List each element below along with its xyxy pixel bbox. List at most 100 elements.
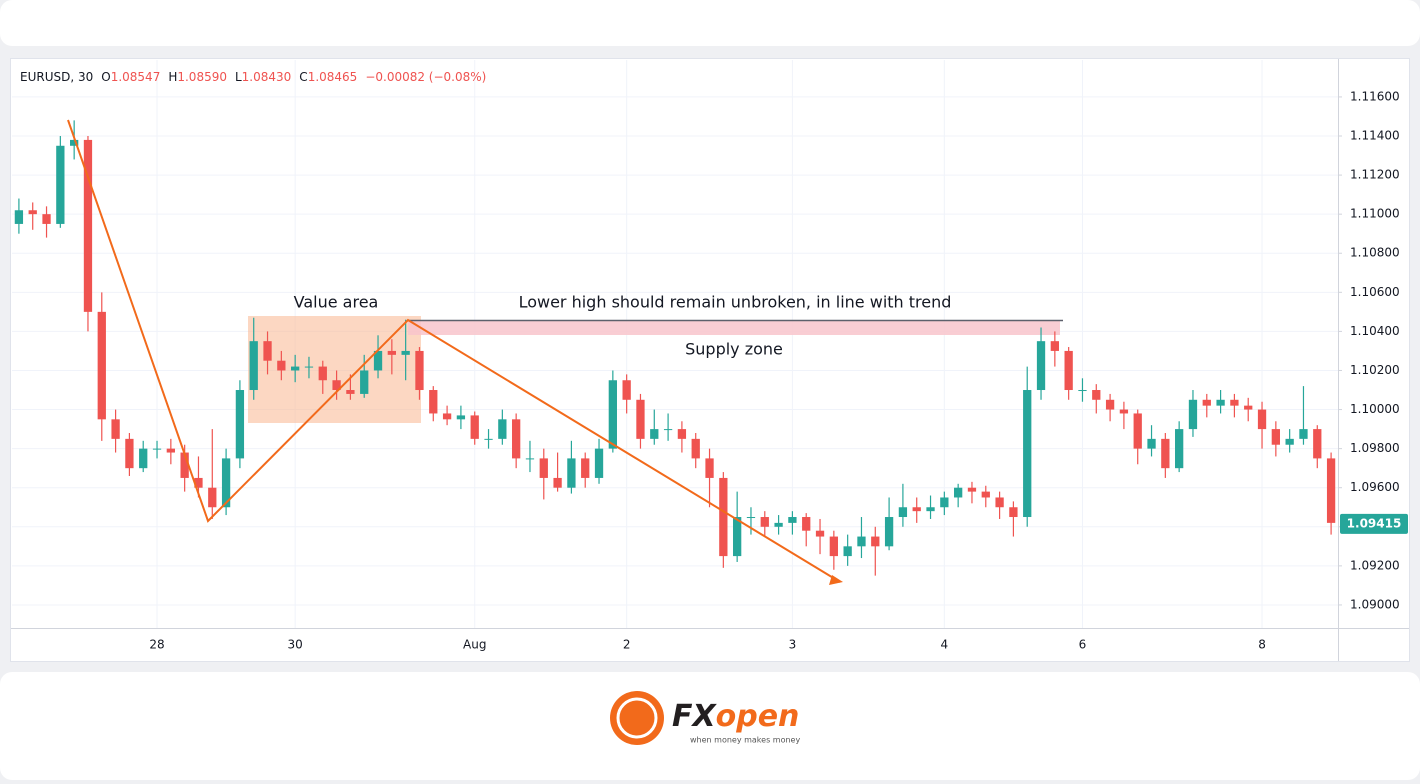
candle-body xyxy=(774,522,783,527)
brand-open: open xyxy=(716,699,800,734)
candle-body xyxy=(1299,429,1308,439)
candle-body xyxy=(1050,341,1059,351)
annotation: Lower high should remain unbroken, in li… xyxy=(519,293,952,312)
x-tick-label: 8 xyxy=(1258,638,1266,652)
candle-body xyxy=(1064,350,1073,391)
candle-body xyxy=(152,448,162,450)
header-label: EURUSD, 30 xyxy=(20,70,93,84)
header-value: 1.08590 xyxy=(177,70,227,84)
y-tick-label: 1.11200 xyxy=(1350,168,1400,182)
candle-body xyxy=(857,536,866,547)
header-value: 1.08430 xyxy=(242,70,292,84)
candle-body xyxy=(180,452,189,478)
x-tick-label: 6 xyxy=(1079,638,1087,652)
y-tick-label: 1.09200 xyxy=(1350,558,1400,572)
candle-body xyxy=(291,366,300,371)
candle-body xyxy=(470,415,479,439)
candle-body xyxy=(1009,507,1018,518)
candle-body xyxy=(525,458,535,460)
candle-body xyxy=(373,350,383,371)
logo-mark-ring xyxy=(616,697,658,739)
annotation: Value area xyxy=(294,293,379,312)
candle-body xyxy=(802,517,811,531)
y-tick-label: 1.09000 xyxy=(1350,597,1400,611)
y-tick-label: 1.09800 xyxy=(1350,441,1400,455)
zigzag-arrow xyxy=(829,575,843,585)
candle-body xyxy=(498,419,507,439)
candle-body xyxy=(277,360,286,371)
candle-body xyxy=(733,517,742,557)
candle-body xyxy=(56,145,65,224)
brand-fx: FX xyxy=(672,699,717,734)
candle-body xyxy=(1188,399,1198,430)
candle-body xyxy=(111,419,120,439)
candle-body xyxy=(83,139,93,312)
x-tick-label: 30 xyxy=(288,638,303,652)
x-tick-label: Aug xyxy=(463,638,486,652)
candle-body xyxy=(871,536,880,547)
candle-body xyxy=(1216,399,1225,406)
grid xyxy=(12,60,1338,628)
candle-body xyxy=(194,477,203,488)
candle-body xyxy=(304,366,314,368)
candle-body xyxy=(387,350,396,355)
candle-body xyxy=(484,438,493,440)
candle-body xyxy=(1285,438,1294,445)
header-label: H xyxy=(168,70,177,84)
y-tick-label: 1.10200 xyxy=(1350,363,1400,377)
candle-body xyxy=(760,517,769,527)
candle-body xyxy=(442,413,452,420)
candle-body xyxy=(14,210,24,224)
candle-body xyxy=(1133,413,1142,449)
x-tick-label: 28 xyxy=(149,638,164,652)
chart-header: EURUSD, 30 O1.08547 H1.08590 L1.08430 C1.084… xyxy=(20,70,486,84)
candle-body xyxy=(677,429,687,439)
last-price-tag xyxy=(1340,513,1408,534)
candle-body xyxy=(1175,429,1184,469)
candle-body xyxy=(926,507,935,512)
candle-body xyxy=(691,438,700,459)
y-tick-label: 1.11400 xyxy=(1350,129,1400,143)
candle-body xyxy=(166,448,175,453)
candle-body xyxy=(332,380,341,391)
candle-body xyxy=(981,491,990,498)
annotation: Supply zone xyxy=(685,340,783,359)
candle-body xyxy=(1023,390,1032,518)
candle-body xyxy=(636,399,645,439)
candle-body xyxy=(553,477,562,488)
candle-body xyxy=(663,429,673,431)
candle-body xyxy=(1036,341,1046,391)
candle-body xyxy=(42,214,51,224)
top-bar xyxy=(0,0,1420,46)
candle-body xyxy=(1078,390,1087,392)
candles xyxy=(14,120,1336,576)
brand-logo: FXopen xyxy=(672,699,799,734)
candle-body xyxy=(1161,438,1170,469)
candle-body xyxy=(360,370,369,394)
candle-body xyxy=(1092,390,1101,400)
y-tick-label: 1.10600 xyxy=(1350,285,1400,299)
candle-body xyxy=(1313,429,1322,459)
candle-body xyxy=(1326,458,1336,523)
candle-body xyxy=(898,507,908,518)
candle-body xyxy=(719,477,728,557)
footer-bar xyxy=(0,672,1420,780)
candle-body xyxy=(221,458,231,508)
candle-body xyxy=(912,507,921,512)
candle-body xyxy=(249,341,258,391)
candle-body xyxy=(97,311,106,420)
candle-body xyxy=(608,380,617,449)
candle-body xyxy=(539,458,548,478)
candle-body xyxy=(788,517,797,523)
candle-body xyxy=(940,497,949,508)
candle-body xyxy=(829,536,838,557)
candle-body xyxy=(125,438,134,469)
x-tick-label: 2 xyxy=(623,638,631,652)
last-price-label: 1.09415 xyxy=(1347,516,1402,530)
candle-body xyxy=(884,517,894,547)
candle-body xyxy=(346,390,355,394)
y-tick-label: 1.11000 xyxy=(1350,207,1400,221)
chart-panel xyxy=(10,58,1410,662)
